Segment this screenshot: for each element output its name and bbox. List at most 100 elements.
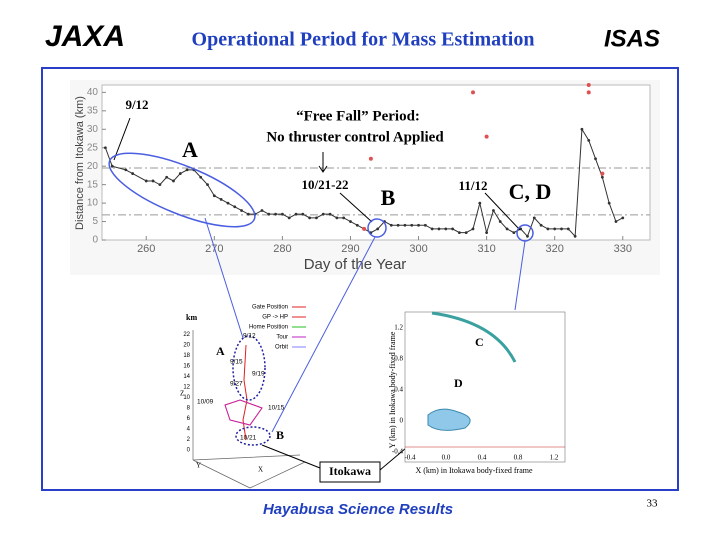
data-point: [274, 212, 277, 216]
data-point: [586, 83, 591, 87]
x-tick-label: 260: [137, 243, 155, 255]
logo-left: JAXA: [45, 20, 125, 53]
z-tick-label: 14: [183, 374, 190, 380]
data-point: [260, 209, 264, 212]
orbit-frame: [404, 311, 566, 463]
data-point: [471, 90, 476, 95]
region-b: [367, 218, 387, 238]
data-point: [355, 223, 359, 227]
slide-title: Operational Period for Mass Estimation: [192, 29, 535, 51]
x-axis-label: X (km) in Itokawa body-fixed frame: [415, 466, 533, 475]
data-point: [349, 220, 352, 223]
data-point: [212, 194, 216, 198]
data-point: [206, 183, 209, 187]
x-axis-label: Day of the Year: [304, 256, 407, 273]
data-point: [301, 212, 305, 216]
data-point: [457, 231, 461, 235]
y-tick-label: 5: [92, 216, 98, 227]
data-point: [280, 212, 284, 216]
data-point: [178, 172, 182, 175]
region-b: [235, 426, 271, 446]
y-tick-label: 10: [87, 198, 99, 209]
data-point: [110, 164, 114, 168]
data-point: [594, 157, 597, 161]
data-point: [505, 227, 509, 231]
y-tick-label: 30: [87, 124, 99, 135]
data-point: [444, 227, 448, 231]
y-tick-label: 40: [87, 87, 99, 98]
data-point: [172, 179, 175, 183]
data-point: [471, 227, 475, 231]
annotation: A: [182, 137, 198, 162]
date-label: 9/19: [252, 371, 265, 378]
data-point: [158, 183, 162, 187]
label: D: [454, 376, 463, 390]
annotation: 10/21-22: [302, 177, 349, 192]
label: C: [475, 335, 484, 349]
annotation: 9/12: [125, 97, 148, 112]
data-point: [376, 227, 380, 231]
data-point: [464, 231, 468, 235]
z-tick-label: 6: [187, 416, 191, 422]
data-point: [621, 216, 625, 220]
data-point: [219, 198, 223, 201]
y-tick-label: 25: [87, 142, 99, 153]
content-frame: [41, 67, 679, 491]
annotation: C, D: [509, 179, 552, 204]
tour-path: [224, 399, 263, 426]
data-point: [124, 168, 128, 172]
y-tick-label: -0.4: [392, 448, 404, 456]
data-point: [267, 212, 271, 216]
footer-text: Hayabusa Science Results: [263, 501, 453, 518]
data-point: [417, 223, 420, 227]
data-point: [573, 234, 577, 238]
y-tick-label: 0.4: [394, 386, 403, 394]
data-point: [607, 201, 611, 205]
z-tick-label: 2: [187, 437, 191, 443]
itokawa-shape: [427, 408, 471, 431]
data-point: [526, 234, 529, 238]
x-tick-label: 0.4: [478, 454, 487, 462]
z-tick-label: 20: [183, 343, 190, 349]
data-point: [362, 226, 367, 231]
data-point: [539, 223, 543, 227]
data-point: [185, 168, 189, 172]
legend-label: GP -> HP: [262, 315, 288, 321]
z-tick-label: 12: [183, 385, 190, 391]
data-point: [586, 90, 591, 95]
connector: [204, 217, 526, 433]
data-point: [600, 171, 605, 176]
data-point: [199, 175, 203, 179]
axes-3d: [192, 330, 306, 489]
y-tick-label: 35: [87, 105, 99, 116]
data-point: [368, 156, 373, 161]
y-tick-label: 1.2: [394, 324, 403, 332]
y-tick-label: 0.8: [394, 355, 403, 363]
annotation: “Free Fall” Period:: [296, 108, 420, 124]
date-label: 9/15: [230, 359, 243, 366]
z-tick-label: 18: [183, 353, 190, 359]
data-point: [144, 179, 148, 183]
x-tick-label: 320: [546, 243, 564, 255]
x-tick-label: 300: [409, 243, 427, 255]
arrow: [318, 152, 328, 173]
y-tick-label: 20: [87, 161, 99, 172]
legend-label: Orbit: [275, 345, 288, 351]
data-point: [396, 223, 400, 227]
data-point: [532, 216, 536, 220]
data-point: [437, 227, 441, 231]
arrow: [113, 117, 131, 161]
z-tick-label: 22: [183, 332, 190, 338]
x-tick-label: 330: [614, 243, 632, 255]
y-tick-label: 0: [92, 235, 98, 246]
arrow: [339, 192, 373, 223]
label: A: [216, 344, 225, 358]
data-point: [104, 146, 107, 150]
data-point: [321, 212, 325, 216]
legend-label: Tour: [276, 335, 288, 341]
page-number: 33: [647, 498, 659, 510]
region-a: [232, 335, 266, 401]
z-tick-label: 0: [187, 448, 191, 454]
axis-name: X: [258, 466, 263, 474]
target-label: Itokawa: [329, 464, 371, 478]
